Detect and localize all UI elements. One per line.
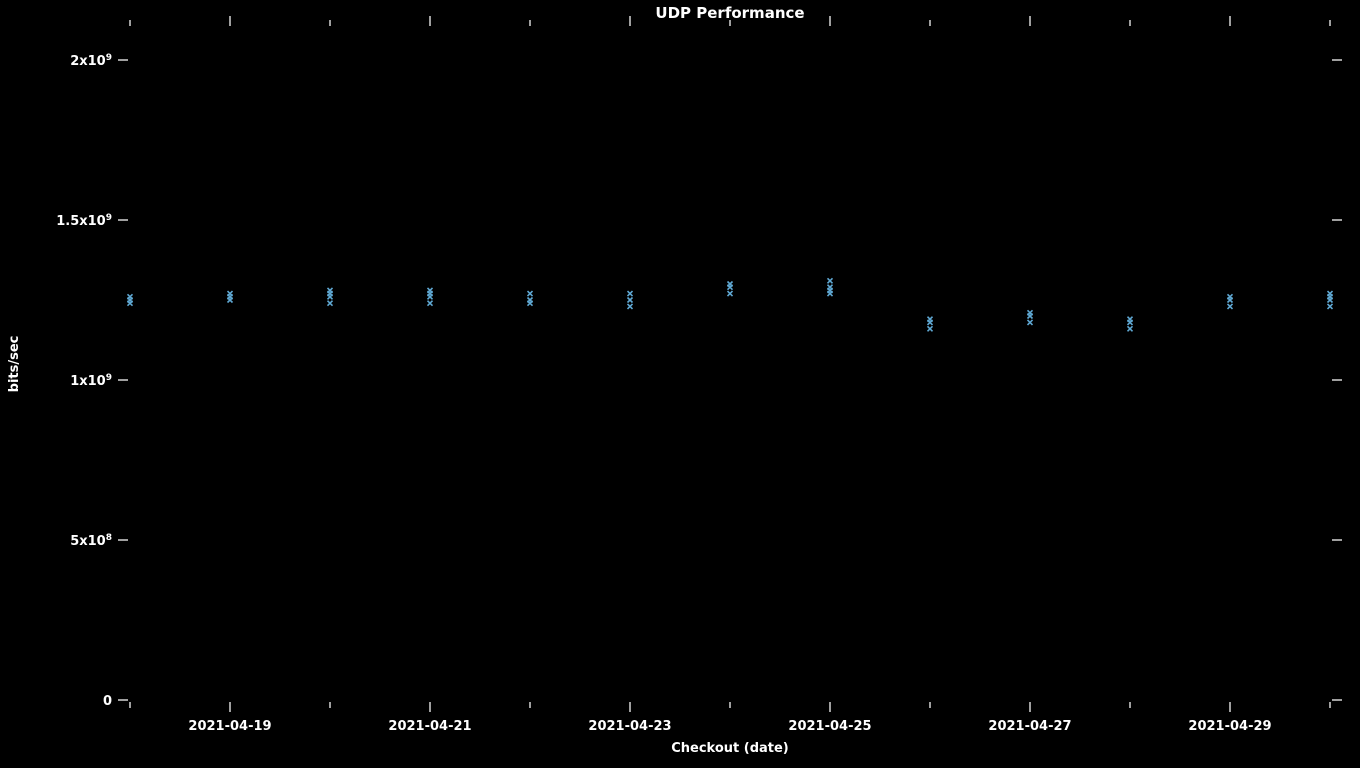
chart-background (0, 0, 1360, 768)
x-tick-label: 2021-04-21 (388, 719, 471, 734)
x-tick-label: 2021-04-23 (588, 719, 671, 734)
y-tick-label: 1x109 (70, 373, 112, 389)
x-axis-label: Checkout (date) (671, 741, 789, 756)
chart-container: UDP Performance Checkout (date) bits/sec 0 5… (0, 0, 1360, 768)
x-tick-label: 2021-04-27 (988, 719, 1071, 734)
x-tick-label: 2021-04-25 (788, 719, 871, 734)
x-tick-label: 2021-04-19 (188, 719, 271, 734)
x-tick-label: 2021-04-29 (1188, 719, 1271, 734)
chart-title: UDP Performance (655, 4, 804, 22)
y-tick-label: 2x109 (70, 53, 112, 69)
y-tick-label: 5x108 (70, 533, 112, 549)
scatter-chart: UDP Performance Checkout (date) bits/sec 0 5… (0, 0, 1360, 768)
y-tick-label: 0 (103, 694, 112, 709)
y-axis-label: bits/sec (7, 336, 22, 393)
y-tick-label: 1.5x109 (56, 213, 112, 229)
